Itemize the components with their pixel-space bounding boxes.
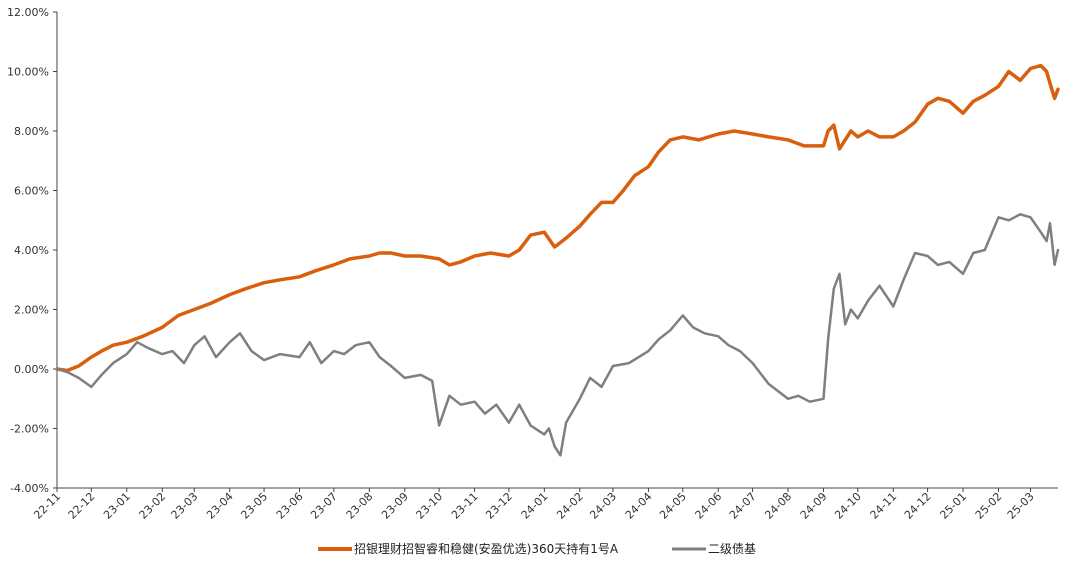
- series-group: [55, 63, 1060, 457]
- x-tick-label: 24-05: [657, 490, 689, 522]
- x-tick-label: 23-11: [449, 490, 481, 522]
- y-tick-label: 2.00%: [14, 304, 49, 317]
- x-tick-label: 24-11: [868, 490, 900, 522]
- y-tick-label: -2.00%: [10, 423, 49, 436]
- legend: 招银理财招智睿和稳健(安盈优选)360天持有1号A 二级债基: [318, 541, 756, 556]
- x-tick-label: 23-12: [483, 490, 515, 522]
- x-tick-label: 24-04: [623, 490, 655, 522]
- y-axis: -4.00% -2.00% 0.00% 2.00% 4.00% 6.00% 8.00% 10.…: [7, 6, 58, 495]
- x-tick-label: 23-07: [308, 490, 340, 522]
- y-tick-label: 6.00%: [14, 185, 49, 198]
- legend-item-2: 二级债基: [672, 542, 756, 556]
- x-tick-label: 23-04: [204, 490, 236, 522]
- x-tick-label: 24-06: [693, 490, 725, 522]
- x-tick-label: 22-12: [66, 490, 98, 522]
- x-tick-label: 23-10: [413, 490, 445, 522]
- x-tick-label: 25-02: [973, 490, 1005, 522]
- legend-label: 招银理财招智睿和稳健(安盈优选)360天持有1号A: [354, 541, 619, 556]
- series-line-1: [55, 63, 1060, 373]
- x-tick-label: 24-09: [798, 490, 830, 522]
- x-tick-label: 24-10: [832, 490, 864, 522]
- x-tick-label: 23-09: [379, 490, 411, 522]
- x-tick-label: 24-12: [902, 490, 934, 522]
- y-tick-label: 4.00%: [14, 244, 49, 257]
- x-axis: 22-11 22-12 23-01 23-02 23-03 23-04 23-05 23-06…: [31, 487, 1058, 522]
- x-tick-label: 25-03: [1005, 490, 1037, 522]
- y-tick-label: 12.00%: [7, 6, 49, 19]
- x-tick-label: 24-01: [519, 490, 551, 522]
- legend-label: 二级债基: [708, 542, 756, 556]
- x-tick-label: 23-03: [169, 490, 201, 522]
- x-tick-label: 24-02: [554, 490, 586, 522]
- y-tick-label: -4.00%: [10, 482, 49, 495]
- y-tick-label: 8.00%: [14, 125, 49, 138]
- x-tick-label: 23-05: [238, 490, 270, 522]
- legend-item-1: 招银理财招智睿和稳健(安盈优选)360天持有1号A: [318, 541, 619, 556]
- x-tick-label: 24-08: [762, 490, 794, 522]
- x-tick-label: 24-07: [727, 490, 759, 522]
- y-tick-label: 10.00%: [7, 66, 49, 79]
- x-tick-label: 25-01: [937, 490, 969, 522]
- x-tick-label: 23-06: [274, 490, 306, 522]
- x-tick-label: 23-01: [101, 490, 133, 522]
- series-line-2: [55, 213, 1060, 457]
- x-tick-label: 24-03: [587, 490, 619, 522]
- x-tick-label: 23-02: [137, 490, 169, 522]
- y-tick-label: 0.00%: [14, 363, 49, 376]
- x-tick-label: 23-08: [344, 490, 376, 522]
